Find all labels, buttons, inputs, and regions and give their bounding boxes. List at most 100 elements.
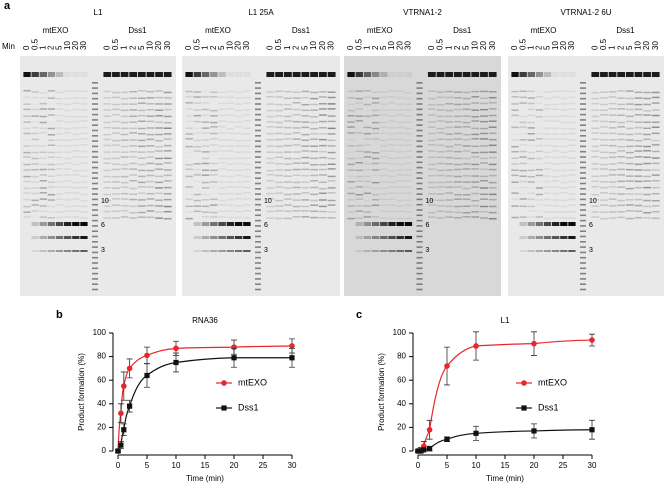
gel-band [625, 193, 634, 195]
gel-band [301, 126, 310, 129]
gel-band [185, 198, 193, 201]
gel-band [625, 217, 634, 220]
gel-band [568, 204, 576, 206]
gel-band [643, 180, 651, 182]
gel-band [436, 217, 445, 219]
ladder-band [92, 241, 98, 243]
gel-band [347, 90, 355, 93]
gel-band [445, 181, 454, 183]
gel-band [163, 121, 172, 124]
ladder-band [416, 251, 423, 254]
gel-band [103, 205, 112, 207]
gel-band [185, 120, 193, 123]
gel-band [155, 72, 163, 77]
gel-band [543, 186, 552, 188]
gel-band [163, 186, 172, 189]
gel-band [536, 127, 543, 129]
gel-band [519, 175, 527, 177]
lane-time-label: 0.5 [518, 38, 527, 50]
gel-band [243, 102, 251, 104]
gel-band [371, 162, 380, 165]
gel-band [634, 114, 643, 116]
gel-band [310, 127, 319, 130]
data-point [127, 403, 133, 409]
gel-band [488, 156, 497, 159]
gel-band [23, 216, 31, 218]
gel-band [210, 174, 218, 176]
gel-image [182, 56, 340, 296]
gel-band [185, 211, 193, 213]
gel-band [47, 250, 56, 252]
gel-band [243, 109, 251, 111]
gel-band [210, 157, 217, 159]
gel-band [64, 174, 72, 176]
ladder-band [416, 161, 423, 164]
gel-band [301, 181, 310, 183]
gel-band [310, 186, 319, 189]
gel-band [480, 102, 488, 105]
gel-band [210, 72, 218, 77]
gel-band [193, 193, 202, 196]
ladder-band [92, 214, 98, 217]
gel-band [462, 103, 471, 105]
gel-band [404, 236, 413, 239]
gel-band [591, 205, 600, 207]
gel-band [480, 90, 488, 93]
gel-band [234, 205, 243, 207]
gel-band [72, 181, 80, 184]
gel-band [80, 193, 88, 196]
ladder-band [416, 188, 423, 190]
gel-band [552, 199, 560, 201]
gel-band [600, 72, 608, 77]
gel-band [292, 127, 301, 129]
gel-band [445, 163, 454, 165]
gel-band [371, 187, 380, 190]
gel-band [617, 90, 626, 92]
gel-band [445, 169, 454, 171]
gel-band [226, 102, 235, 104]
gel-band [31, 250, 39, 252]
gel-band [634, 108, 643, 111]
gel-band [292, 114, 301, 116]
gel-band [568, 121, 576, 124]
gel-band [23, 132, 31, 135]
gel-band [80, 97, 88, 99]
gel-band [201, 132, 210, 134]
gel-band [129, 121, 138, 123]
gel-band [462, 181, 471, 183]
gel-band [453, 211, 462, 214]
gel-band [388, 236, 396, 239]
gel-band [210, 132, 218, 135]
lane-time-label: 0 [102, 45, 111, 50]
gel-band [436, 72, 445, 77]
gel-band [625, 162, 634, 165]
y-axis-label: Product formation (%) [377, 353, 386, 431]
gel-band [210, 181, 218, 183]
gel-band [511, 126, 519, 129]
gel-band [488, 120, 497, 122]
gel-band [55, 168, 64, 170]
gel-band [310, 150, 319, 153]
gel-band [301, 174, 310, 177]
gel-band [651, 157, 660, 159]
gel-band [347, 157, 355, 160]
lane-time-label: 2 [47, 45, 56, 50]
gel-band [80, 120, 88, 122]
gel-band [72, 192, 80, 194]
gel-band [327, 168, 336, 170]
gel-band [519, 72, 527, 77]
gel-band [64, 186, 72, 188]
gel-band [80, 181, 88, 184]
gel-band [462, 97, 471, 100]
gel-band [155, 187, 163, 189]
gel-band [243, 175, 251, 178]
gel-band [266, 115, 275, 118]
gel-band [23, 115, 31, 118]
x-tick-label: 5 [145, 461, 150, 470]
gel-band [48, 122, 55, 124]
gel-band [591, 180, 600, 183]
gel-band [445, 175, 454, 177]
gel-band [634, 91, 643, 94]
gel-band [120, 103, 129, 105]
gel-band [436, 115, 445, 118]
